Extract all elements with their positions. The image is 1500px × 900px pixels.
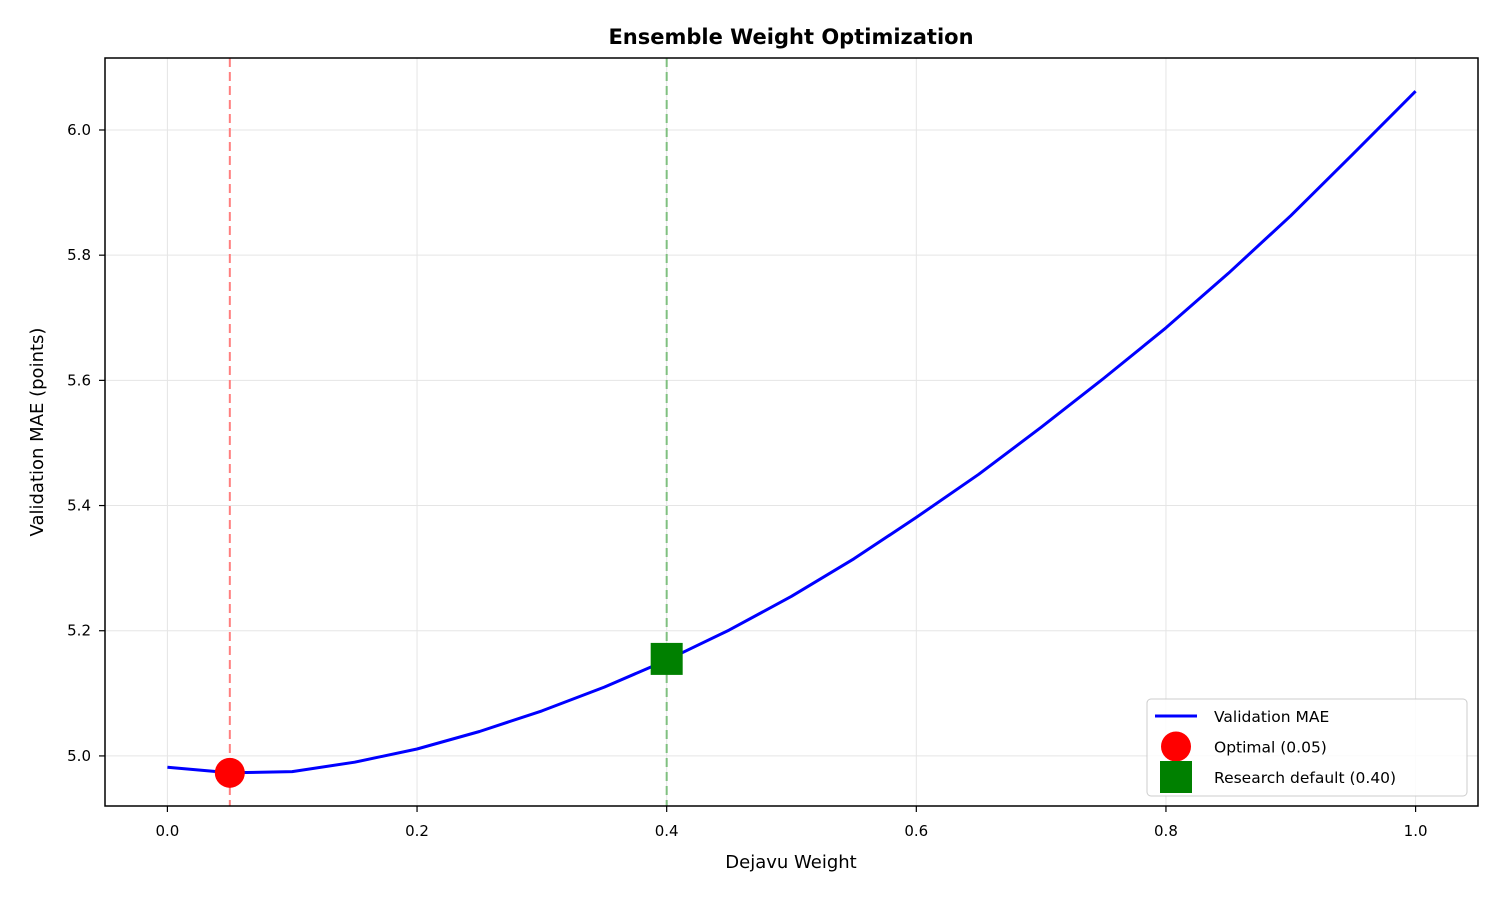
- legend-label: Research default (0.40): [1214, 769, 1396, 787]
- x-tick-label: 0.4: [655, 822, 679, 840]
- highlight-markers: [214, 642, 683, 788]
- research-default-marker: [650, 642, 683, 675]
- y-tick-label: 5.8: [67, 246, 91, 264]
- optimal-point-marker: [214, 757, 245, 788]
- legend-label: Validation MAE: [1214, 708, 1329, 726]
- y-axis-label: Validation MAE (points): [27, 328, 48, 537]
- legend: Validation MAE Optimal (0.05) Research def…: [1146, 698, 1468, 797]
- series-lines: [167, 90, 1417, 775]
- x-axis-ticks: 0.0 0.2 0.4 0.6 0.8 1.0: [155, 806, 1428, 840]
- y-tick-label: 5.4: [67, 497, 91, 515]
- x-tick-label: 0.8: [1154, 822, 1178, 840]
- series-line-validation-mae: [167, 90, 1417, 775]
- legend-circle-swatch: [1161, 731, 1191, 762]
- x-tick-label: 0.2: [405, 822, 429, 840]
- y-tick-label: 5.6: [67, 371, 91, 389]
- legend-square-swatch: [1160, 761, 1192, 793]
- x-tick-label: 1.0: [1404, 822, 1428, 840]
- reference-lines: [228, 58, 668, 806]
- y-tick-label: 6.0: [67, 121, 91, 139]
- legend-box: [1146, 698, 1468, 797]
- legend-label: Optimal (0.05): [1214, 739, 1327, 757]
- y-tick-label: 5.0: [67, 747, 91, 765]
- x-tick-label: 0.6: [904, 822, 928, 840]
- plot-area-frame: [104, 57, 1479, 807]
- y-axis-ticks: 5.0 5.2 5.4 5.6 5.8 6.0: [67, 121, 105, 765]
- x-tick-label: 0.0: [155, 822, 179, 840]
- y-tick-label: 5.2: [67, 622, 91, 640]
- chart-title: Ensemble Weight Optimization: [608, 25, 973, 49]
- x-axis-label: Dejavu Weight: [725, 852, 856, 873]
